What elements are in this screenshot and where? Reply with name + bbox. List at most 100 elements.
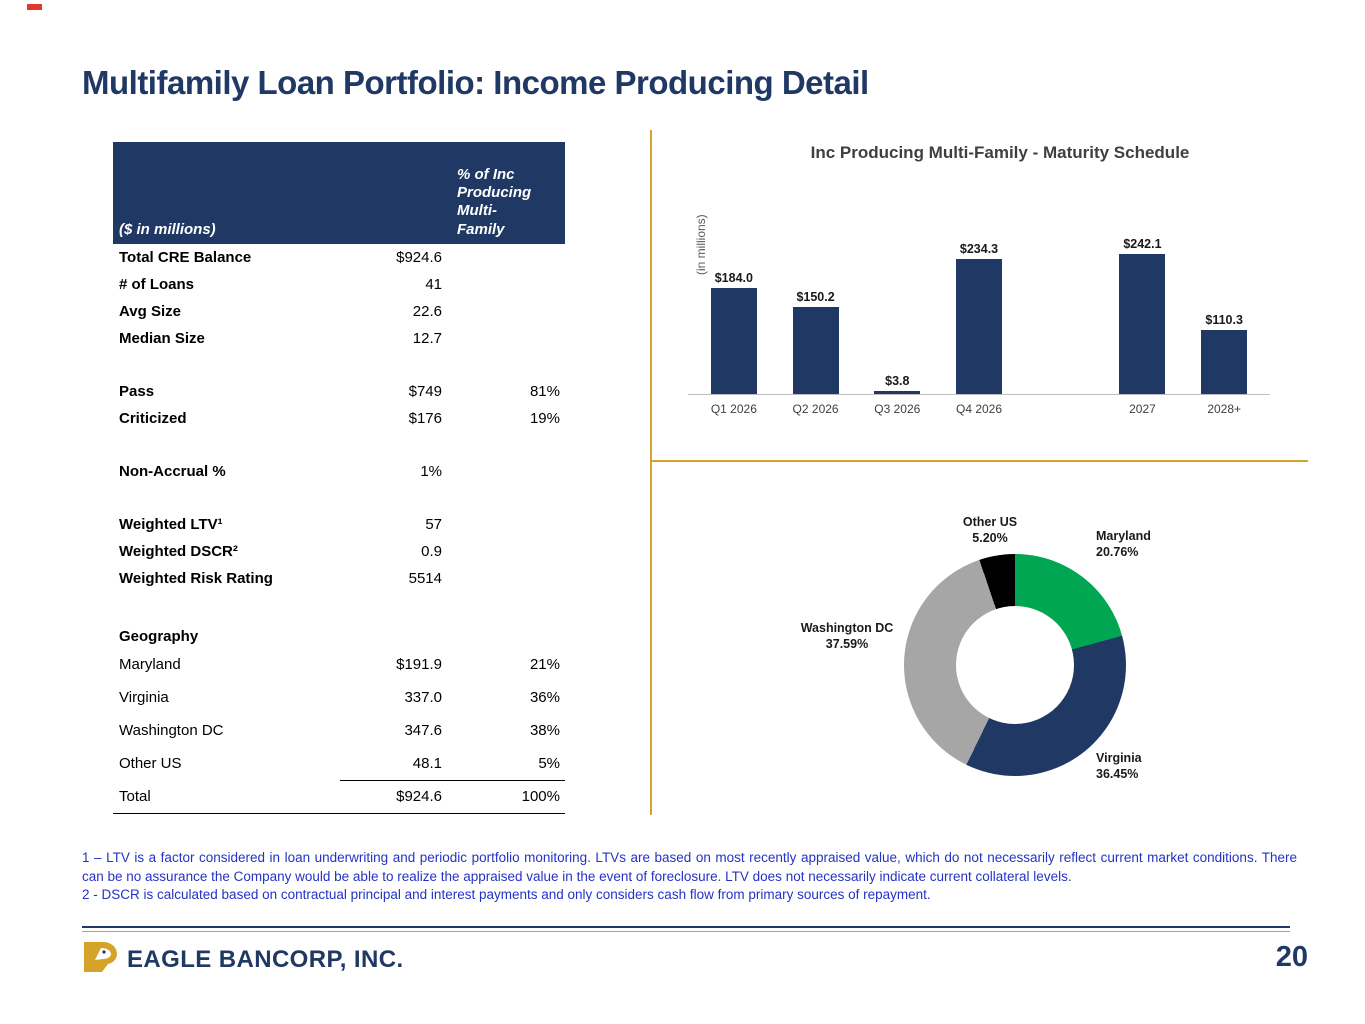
table-row: Non-Accrual % 1%: [113, 458, 565, 485]
table-row: Avg Size 22.6: [113, 298, 565, 325]
slice-pct: 37.59%: [825, 637, 869, 652]
table-header-row: ($ in millions) % of Inc Producing Multi…: [113, 142, 565, 244]
company-logo: EAGLE BANCORP, INC.: [82, 940, 404, 979]
table-cell-pct: [451, 271, 565, 298]
table-spacer-row: [113, 432, 565, 458]
portfolio-stats-table: ($ in millions) % of Inc Producing Multi…: [113, 142, 565, 814]
table-cell-label: Avg Size: [119, 303, 181, 320]
table-row: Median Size 12.7: [113, 325, 565, 352]
table-cell-label: Other US: [119, 755, 182, 772]
footer-rule-navy: [82, 926, 1290, 928]
bar-slot: $3.8 Q3 2026: [856, 222, 938, 418]
x-tick-label: Q1 2026: [710, 402, 757, 416]
table-spacer-row: [113, 485, 565, 511]
table-cell-label: Median Size: [119, 330, 205, 347]
table-row: Weighted Risk Rating 5514: [113, 565, 565, 592]
table-cell-label: Washington DC: [119, 722, 224, 739]
table-row: Maryland $191.9 21%: [113, 648, 565, 681]
table-row: Total CRE Balance $924.6: [113, 244, 565, 271]
maturity-bar-chart: $184.0 Q1 2026 $150.2 Q2 2026 $3.8 Q3 2026 $23…: [693, 222, 1265, 418]
bar-slot: $242.1 2027: [1102, 222, 1184, 418]
table-row: # of Loans 41: [113, 271, 565, 298]
table-cell-label: Pass: [119, 383, 155, 400]
donut-label-virginia: Virginia 36.45%: [1096, 750, 1206, 783]
table-cell-pct: 36%: [529, 689, 560, 706]
table-body: Total CRE Balance $924.6 # of Loans 41 Avg S…: [113, 244, 565, 814]
table-row: Washington DC 347.6 38%: [113, 714, 565, 747]
table-cell-pct: [451, 538, 565, 565]
table-cell-value: $176: [408, 410, 442, 427]
bar-slot: $234.3 Q4 2026: [938, 222, 1020, 418]
slice-pct: 5.20%: [972, 531, 1008, 546]
x-tick-label: 2027: [1129, 402, 1156, 416]
table-cell-label: Total: [113, 780, 340, 814]
footnote-2: 2 - DSCR is calculated based on contract…: [82, 887, 931, 903]
table-cell-value: 347.6: [404, 722, 442, 739]
table-cell-label: Weighted Risk Rating: [119, 570, 273, 587]
bar-chart-title: Inc Producing Multi-Family - Maturity Sc…: [810, 143, 1190, 162]
x-tick-label: Q3 2026: [874, 402, 921, 416]
bar-slot: $110.3 2028+: [1183, 222, 1265, 418]
table-cell-pct: 81%: [529, 383, 560, 400]
bar: [1119, 254, 1166, 394]
table-row: Criticized $176 19%: [113, 405, 565, 432]
donut-label-washington-dc: Washington DC 37.59%: [788, 620, 906, 653]
company-logo-text: EAGLE BANCORP, INC.: [127, 945, 404, 973]
table-cell-value: 22.6: [412, 303, 442, 320]
slice-name: Other US: [962, 515, 1018, 529]
table-cell-label: Non-Accrual %: [119, 463, 226, 480]
bar-value-label: $150.2: [796, 290, 835, 305]
table-cell-value: 1%: [420, 463, 442, 480]
table-cell-pct: 38%: [529, 722, 560, 739]
bar: [874, 391, 921, 394]
table-cell-label: Criticized: [119, 410, 187, 427]
vertical-divider-line: [650, 130, 652, 815]
table-cell-value: 337.0: [404, 689, 442, 706]
bar-value-label: $184.0: [714, 270, 753, 285]
table-cell-pct: [451, 325, 565, 352]
donut-hole: [956, 606, 1074, 724]
table-cell-pct: 100%: [451, 780, 565, 814]
table-cell-label: # of Loans: [119, 276, 195, 293]
table-row: Virginia 337.0 36%: [113, 681, 565, 714]
table-cell-value: 12.7: [412, 330, 442, 347]
red-mark: [27, 4, 42, 10]
bar: [792, 307, 839, 394]
horizontal-divider-line: [652, 460, 1308, 462]
table-cell-label: Maryland: [119, 656, 181, 673]
donut-label-other-us: Other US 5.20%: [938, 514, 1042, 547]
table-cell-pct: 19%: [529, 410, 560, 427]
eagle-logo-icon: [82, 940, 118, 979]
x-tick-label: Q2 2026: [792, 402, 839, 416]
table-cell-pct: [451, 458, 565, 485]
table-header-values: [340, 142, 451, 244]
table-cell-value: $924.6: [396, 249, 442, 266]
bar-value-label: $3.8: [885, 374, 910, 388]
table-row: Total $924.6 100%: [113, 780, 565, 814]
footnote-1: 1 – LTV is a factor considered in loan u…: [82, 850, 1297, 884]
slice-pct: 20.76%: [1096, 545, 1139, 560]
table-cell-value: 0.9: [421, 543, 442, 560]
table-cell-pct: 21%: [529, 656, 560, 673]
x-tick-label: Q4 2026: [955, 402, 1003, 416]
donut-label-maryland: Maryland 20.76%: [1096, 528, 1206, 561]
table-row: Weighted DSCR² 0.9: [113, 538, 565, 565]
table-spacer-row: [113, 352, 565, 378]
bar: [710, 287, 757, 394]
footnotes: 1 – LTV is a factor considered in loan u…: [82, 849, 1297, 905]
bar-slot: $184.0 Q1 2026: [693, 222, 775, 418]
table-cell-value: 57: [425, 516, 442, 533]
table-row: Pass $749 81%: [113, 378, 565, 405]
bar-value-label: $110.3: [1205, 313, 1243, 328]
table-cell-pct: [451, 298, 565, 325]
slice-pct: 36.45%: [1096, 767, 1139, 782]
page-number: 20: [1275, 941, 1308, 973]
bar: [956, 258, 1003, 394]
slide-title: Multifamily Loan Portfolio: Income Produ…: [82, 64, 869, 101]
table-cell-value: 48.1: [340, 747, 451, 781]
table-cell-label: Virginia: [119, 689, 169, 706]
table-cell-pct: [451, 511, 565, 538]
table-row: Weighted LTV¹ 57: [113, 511, 565, 538]
slice-name: Virginia: [1096, 751, 1142, 765]
slice-name: Washington DC: [800, 621, 894, 635]
